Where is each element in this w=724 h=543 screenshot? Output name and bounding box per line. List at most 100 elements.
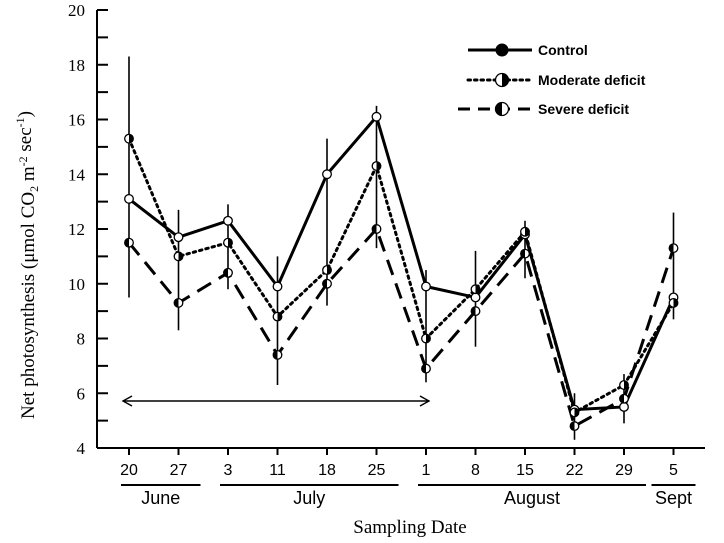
month-label: July: [293, 488, 325, 508]
marker-half: [669, 243, 674, 253]
data-point: [223, 215, 233, 226]
series-line-severe-deficit: [127, 227, 675, 428]
x-tick-label: 1: [422, 462, 431, 479]
data-point: [619, 401, 629, 412]
marker-half: [475, 284, 480, 294]
arrow-head-left: [121, 395, 133, 407]
legend-label: Severe deficit: [538, 101, 629, 117]
series-lines: [127, 115, 675, 428]
data-point: [173, 232, 184, 243]
marker-outline: [124, 193, 134, 204]
data-point: [322, 278, 332, 289]
data-point: [619, 393, 629, 404]
data-point: [272, 311, 283, 322]
month-labels: June July August Sept: [121, 484, 696, 508]
marker-half: [322, 279, 327, 289]
legend-marker: [494, 72, 510, 88]
marker-outline: [173, 232, 184, 243]
marker-outline: [619, 401, 629, 412]
y-tick-label: 12: [68, 220, 85, 239]
y-axis-label-part: ): [15, 111, 36, 117]
data-point: [322, 265, 332, 276]
x-tick-label: 25: [368, 462, 386, 479]
legend: Control Moderate deficit Severe deficit: [458, 42, 646, 117]
x-tick-label: 5: [669, 462, 678, 479]
data-point: [421, 281, 431, 292]
y-axis-label-part: -1: [13, 117, 27, 127]
data-point: [371, 111, 382, 122]
data-point: [223, 237, 233, 248]
x-tick-label: 18: [318, 462, 336, 479]
marker-half: [376, 161, 381, 171]
month-label: August: [504, 488, 560, 508]
data-point: [272, 281, 283, 292]
data-point: [322, 169, 332, 180]
y-tick-label: 10: [68, 275, 85, 294]
x-tick-label: 22: [566, 462, 584, 479]
y-axis-label-part: sec: [15, 127, 36, 156]
x-tick-label: 29: [615, 462, 633, 479]
marker-outline: [421, 281, 431, 292]
marker-half: [619, 394, 624, 404]
data-point: [470, 284, 481, 295]
y-tick-label: 14: [68, 165, 86, 184]
marker-half: [673, 298, 678, 308]
month-label: June: [141, 488, 180, 508]
legend-label: Control: [538, 42, 588, 58]
marker-half: [277, 312, 282, 321]
marker-half: [525, 227, 530, 237]
y-tick-label: 16: [68, 111, 85, 130]
y-tick-label: 18: [68, 56, 85, 75]
x-axis-label: Sampling Date: [353, 517, 466, 538]
data-point: [124, 237, 134, 248]
marker-half: [327, 265, 332, 275]
marker-half: [174, 298, 179, 308]
marker-outline: [322, 169, 332, 180]
y-axis-label-part: m: [18, 166, 39, 186]
y-axis-label: Net photosynthesis (μmol CO2 m-2 sec-1): [13, 111, 41, 419]
marker-outline: [470, 292, 481, 303]
marker-half: [574, 408, 579, 417]
marker-half: [178, 252, 183, 261]
data-point: [569, 421, 580, 432]
marker-outline: [272, 281, 283, 292]
data-point: [470, 306, 481, 317]
marker-half: [372, 224, 377, 234]
x-tick-label: 11: [269, 462, 286, 479]
data-point: [421, 363, 431, 374]
data-point: [668, 297, 679, 308]
marker-outline: [371, 111, 382, 122]
marker-fill: [495, 43, 509, 57]
data-point: [371, 161, 382, 171]
marker-half: [471, 306, 476, 316]
data-point: [272, 349, 283, 360]
x-tick-label: 8: [471, 462, 480, 479]
y-axis-label-part: 2: [27, 186, 41, 192]
marker-outline: [223, 215, 233, 226]
data-point: [421, 333, 431, 344]
arrow-head-right: [419, 395, 431, 407]
marker-half: [228, 238, 233, 247]
marker-half: [624, 380, 629, 390]
data-point: [569, 407, 580, 418]
x-tick-label: 15: [516, 462, 534, 479]
data-point: [520, 248, 530, 259]
y-axis-label-part: -2: [16, 156, 30, 166]
x-ticks: 20 27 3 11 18 25 1 8 15 22 29 5: [120, 448, 678, 479]
marker-half: [502, 73, 509, 87]
y-tick-label: 8: [77, 330, 86, 349]
data-point: [223, 267, 233, 278]
marker-half: [223, 268, 228, 278]
marker-half: [129, 134, 134, 143]
month-label: Sept: [655, 488, 692, 508]
series-line-control: [128, 115, 675, 412]
x-tick-label: 27: [170, 462, 188, 479]
period-arrow: [121, 395, 431, 407]
legend-marker: [494, 101, 510, 117]
y-tick-label: 6: [77, 384, 86, 403]
x-tick-label: 3: [224, 462, 233, 479]
data-point: [619, 380, 629, 390]
data-point: [124, 193, 134, 204]
data-point: [371, 224, 382, 234]
